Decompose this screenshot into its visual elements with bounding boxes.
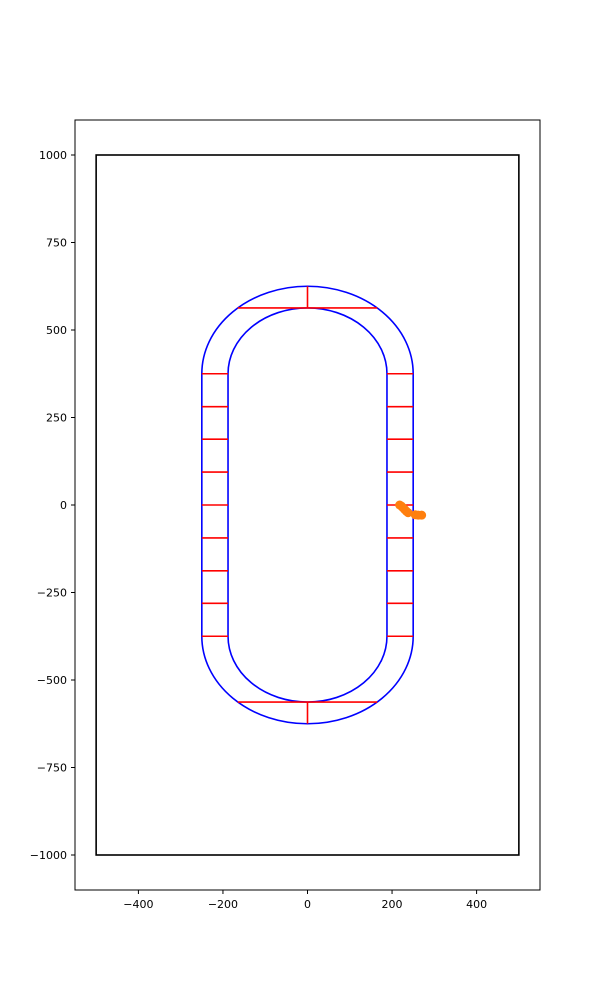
y-tick-label-8: 1000 xyxy=(39,149,67,162)
y-tick-label-4: 0 xyxy=(60,499,67,512)
x-tick-label-2: 0 xyxy=(304,898,311,911)
y-tick-label-5: 250 xyxy=(46,412,67,425)
plot-content xyxy=(95,154,520,856)
plot-area xyxy=(95,154,520,856)
x-tick-label-3: 200 xyxy=(382,898,403,911)
y-tick-label-7: 750 xyxy=(46,237,67,250)
y-tick-label-1: −750 xyxy=(37,762,67,775)
x-tick-label-0: −400 xyxy=(123,898,153,911)
y-tick-label-0: −1000 xyxy=(30,849,67,862)
x-tick-label-4: 400 xyxy=(466,898,487,911)
data-point-0-8 xyxy=(417,510,427,520)
track-outer-outline xyxy=(201,285,414,725)
y-tick-label-6: 500 xyxy=(46,324,67,337)
y-tick-label-2: −500 xyxy=(37,674,67,687)
y-tick-label-3: −250 xyxy=(37,587,67,600)
boundary-rectangle xyxy=(95,154,520,856)
x-tick-label-1: −200 xyxy=(208,898,238,911)
data-point-0-5 xyxy=(403,508,413,518)
axes: −400 −200 0 200 400 −1000 −750 −500 −250 0 250 500 7… xyxy=(30,119,541,911)
